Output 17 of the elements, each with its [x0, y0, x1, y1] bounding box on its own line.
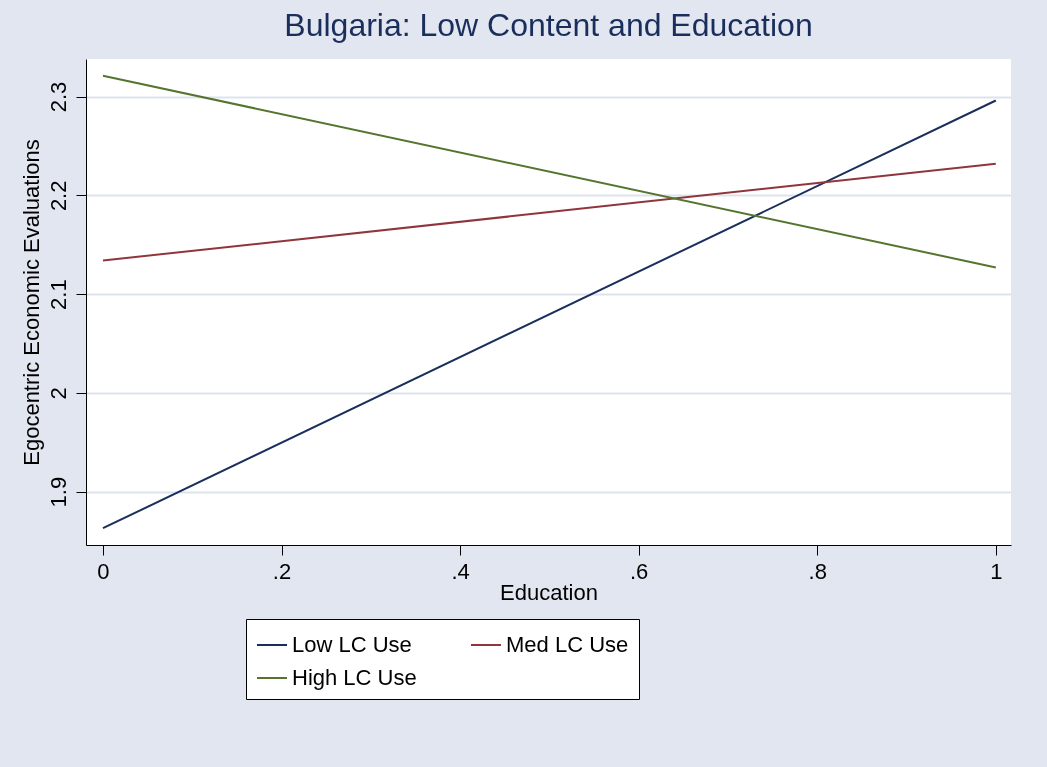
y-tick-label: 2 [45, 387, 71, 400]
y-tick-label: 2.1 [45, 279, 71, 310]
x-axis-title: Education [500, 579, 598, 605]
x-tick-label: .4 [451, 558, 470, 584]
x-tick-label: .2 [272, 558, 292, 584]
legend-label: Low LC Use [292, 632, 412, 657]
legend-label: High LC Use [292, 665, 417, 690]
y-axis-title: Egocentric Economic Evaluations [18, 139, 44, 466]
x-tick-label: .6 [630, 558, 649, 584]
legend-label: Med LC Use [506, 632, 629, 657]
x-tick-label: 1 [990, 558, 1003, 584]
x-tick-label: .8 [808, 558, 827, 584]
y-tick-label: 2.3 [45, 81, 71, 113]
y-tick-label: 1.9 [45, 476, 71, 508]
y-tick-label: 2.2 [45, 180, 71, 212]
chart-title: Bulgaria: Low Content and Education [284, 7, 813, 43]
x-tick-label: 0 [97, 558, 110, 584]
